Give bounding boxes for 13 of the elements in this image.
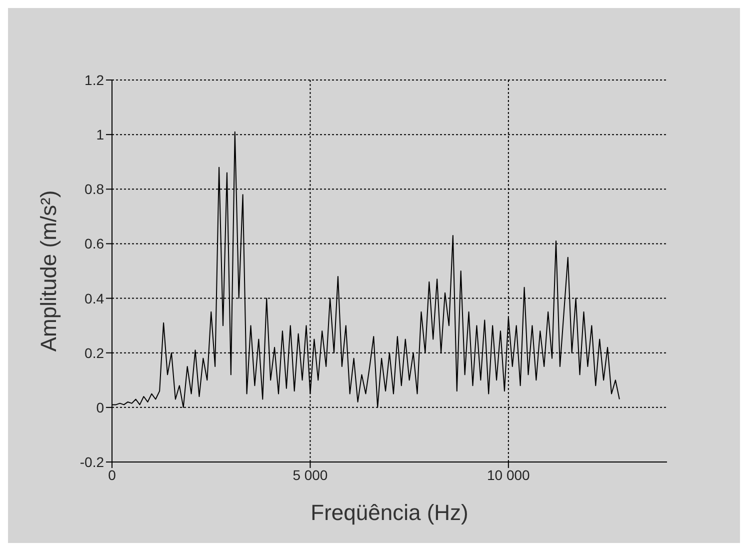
y-tick-label: 0.4	[84, 290, 104, 306]
y-tick-label: 0.8	[84, 181, 104, 198]
y-tick-label: 0	[96, 399, 104, 416]
y-tick-label: 0.2	[84, 344, 104, 361]
x-tick-label: 0	[108, 466, 116, 483]
y-tick-label: -0.2	[80, 454, 104, 470]
x-axis-title: Freqüência (Hz)	[310, 500, 468, 525]
y-tick-label: 1	[96, 126, 104, 143]
x-tick-label: 10 000	[487, 466, 530, 483]
y-tick-label: 1.2	[84, 72, 104, 88]
y-tick-label: 0.6	[84, 236, 104, 252]
x-tick-label: 5 000	[292, 466, 328, 483]
y-axis-title: Amplitude (m/s²)	[36, 190, 61, 352]
